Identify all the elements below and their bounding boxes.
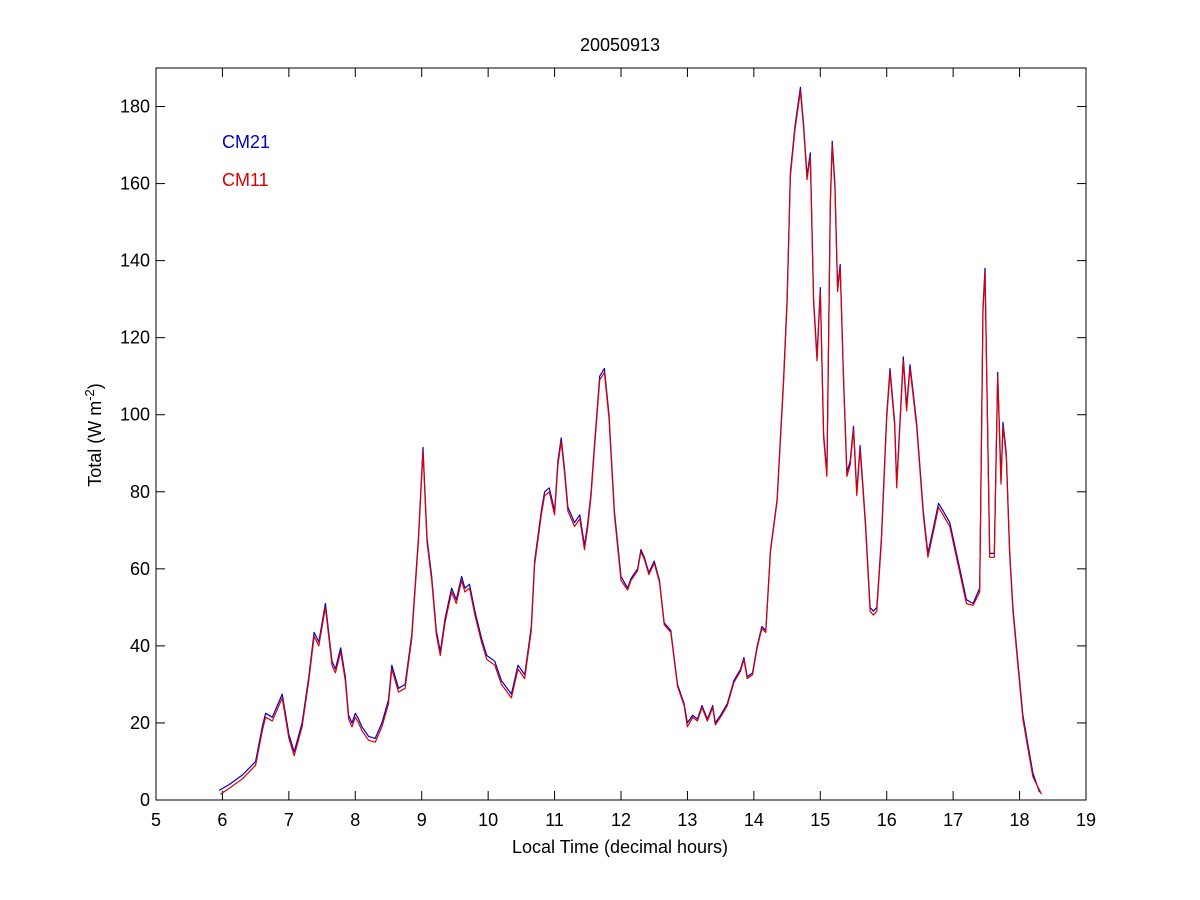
x-tick-label: 17 [943, 810, 963, 830]
x-tick-label: 14 [744, 810, 764, 830]
y-tick-label: 100 [120, 405, 150, 425]
x-tick-label: 5 [151, 810, 161, 830]
x-tick-label: 12 [611, 810, 631, 830]
x-tick-label: 16 [877, 810, 897, 830]
y-tick-label: 120 [120, 328, 150, 348]
y-tick-label: 60 [130, 559, 150, 579]
y-tick-label: 180 [120, 97, 150, 117]
x-tick-label: 10 [478, 810, 498, 830]
y-axis-title: Total (W m-2) [82, 383, 105, 487]
x-tick-label: 8 [350, 810, 360, 830]
legend-entry-cm21: CM21 [222, 132, 270, 152]
y-axis-title-superscript: -2 [82, 389, 97, 401]
x-tick-label: 11 [545, 810, 564, 830]
y-tick-label: 160 [120, 174, 150, 194]
x-tick-label: 19 [1076, 810, 1096, 830]
x-tick-label: 18 [1010, 810, 1030, 830]
y-tick-label: 40 [130, 636, 150, 656]
y-axis-title-main: Total (W m [85, 401, 105, 487]
y-axis-title-end: ) [85, 383, 105, 389]
plot-area: 5 6 7 8 9 10 11 12 13 14 15 16 17 18 19 0 20 40 60 80 100 120… [120, 67, 1096, 830]
x-tick-label: 9 [417, 810, 427, 830]
y-tick-label: 0 [140, 790, 150, 810]
x-tick-label: 6 [217, 810, 227, 830]
x-axis-title: Local Time (decimal hours) [512, 837, 728, 857]
series-line-cm11 [220, 90, 1043, 795]
x-tick-label: 7 [284, 810, 294, 830]
y-tick-label: 20 [130, 713, 150, 733]
chart-title: 20050913 [580, 35, 660, 55]
x-tick-label: 13 [677, 810, 697, 830]
legend-entry-cm11: CM11 [222, 170, 269, 190]
y-tick-label: 140 [120, 251, 150, 271]
y-tick-label: 80 [130, 482, 150, 502]
x-tick-label: 15 [810, 810, 830, 830]
